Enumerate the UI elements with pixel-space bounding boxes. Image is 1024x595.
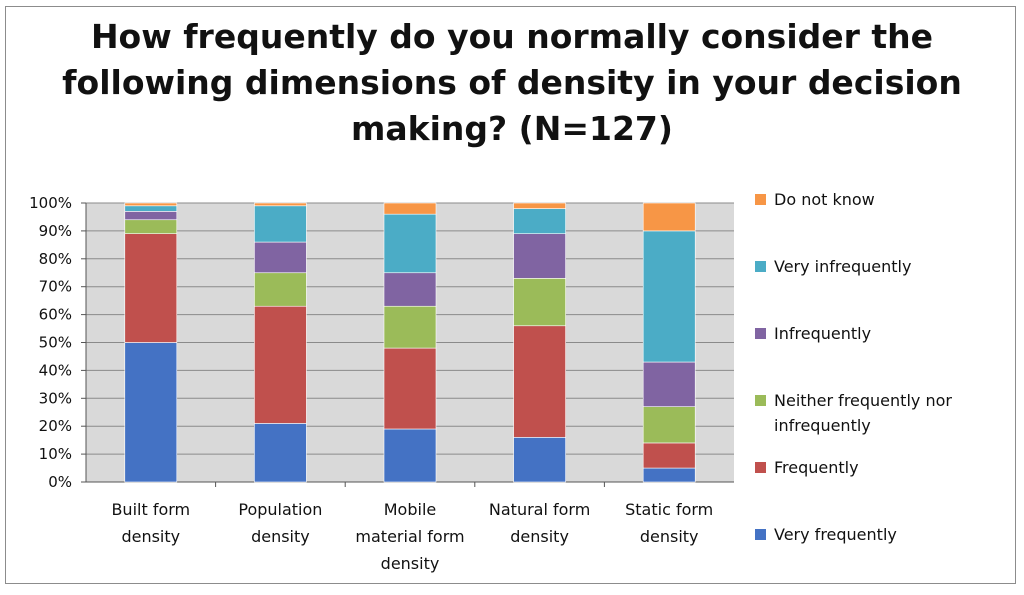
bar-segment-do-not-know bbox=[642, 202, 696, 232]
x-category-label: Static form bbox=[625, 500, 713, 519]
bar-segment-infrequently bbox=[513, 233, 566, 279]
y-tick-label: 20% bbox=[39, 417, 72, 435]
x-category-label: density bbox=[251, 527, 310, 546]
x-category-label: material form bbox=[355, 527, 464, 546]
y-tick-label: 70% bbox=[39, 278, 72, 296]
bar-segment-frequently bbox=[124, 233, 178, 343]
legend-swatch bbox=[755, 261, 766, 272]
legend-label: Very frequently bbox=[774, 525, 897, 544]
legend-label: Do not know bbox=[774, 190, 875, 209]
bar-segment-very-frequently bbox=[254, 423, 307, 483]
y-tick-label: 100% bbox=[29, 194, 72, 212]
y-tick-label: 30% bbox=[39, 389, 72, 407]
bar-segment-very-frequently bbox=[642, 467, 696, 483]
chart-title-line-2: following dimensions of density in your … bbox=[62, 63, 962, 102]
y-tick-label: 0% bbox=[48, 473, 72, 491]
legend-swatch bbox=[755, 462, 766, 473]
bar-segment-very-infrequently bbox=[383, 213, 437, 274]
y-tick-label: 90% bbox=[39, 222, 72, 240]
bar-segment-very-frequently bbox=[513, 437, 566, 483]
y-tick-label: 40% bbox=[39, 361, 72, 379]
legend-label: Neither frequently nor bbox=[774, 391, 952, 410]
legend-swatch bbox=[755, 328, 766, 339]
bar-segment-neither-frequently-nor-infrequently bbox=[513, 278, 566, 327]
x-category-label: Population bbox=[238, 500, 322, 519]
x-category-label: density bbox=[640, 527, 699, 546]
x-category-label: Built form bbox=[111, 500, 190, 519]
bar-segment-frequently bbox=[642, 442, 696, 469]
chart-title-line-3: making? (N=127) bbox=[351, 109, 673, 148]
bar-segment-neither-frequently-nor-infrequently bbox=[254, 272, 307, 307]
bar-segment-very-infrequently bbox=[642, 230, 696, 363]
legend-swatch bbox=[755, 194, 766, 205]
bar-segment-infrequently bbox=[254, 241, 307, 274]
y-tick-label: 60% bbox=[39, 306, 72, 324]
x-category-label: density bbox=[381, 554, 440, 573]
legend-label: Frequently bbox=[774, 458, 859, 477]
bar-segment-infrequently bbox=[124, 211, 178, 221]
bar-segment-frequently bbox=[254, 305, 307, 424]
bar-segment-very-infrequently bbox=[124, 205, 178, 212]
bar-segment-neither-frequently-nor-infrequently bbox=[383, 305, 437, 349]
legend-swatch bbox=[755, 395, 766, 406]
x-category-label: density bbox=[121, 527, 180, 546]
bar-segment-frequently bbox=[383, 347, 437, 430]
bar-segment-do-not-know bbox=[254, 202, 307, 207]
legend-label: Very infrequently bbox=[774, 257, 911, 276]
bar-segment-do-not-know bbox=[124, 202, 178, 207]
y-tick-label: 10% bbox=[39, 445, 72, 463]
bar-segment-infrequently bbox=[383, 272, 437, 307]
bar-segment-very-infrequently bbox=[254, 205, 307, 243]
x-category-label: Natural form bbox=[489, 500, 590, 519]
legend-label: Infrequently bbox=[774, 324, 871, 343]
bar-segment-do-not-know bbox=[383, 202, 437, 215]
y-tick-label: 50% bbox=[39, 334, 72, 352]
chart-title: How frequently do you normally consider … bbox=[12, 14, 1012, 152]
bar-segment-neither-frequently-nor-infrequently bbox=[124, 219, 178, 234]
bar-segment-infrequently bbox=[642, 361, 696, 407]
y-tick-label: 80% bbox=[39, 250, 72, 268]
chart-title-line-1: How frequently do you normally consider … bbox=[90, 17, 934, 56]
bar-segment-frequently bbox=[513, 325, 566, 438]
x-category-label: Mobile bbox=[384, 500, 436, 519]
x-category-label: density bbox=[510, 527, 569, 546]
bar-segment-very-frequently bbox=[383, 428, 437, 483]
legend-swatch bbox=[755, 529, 766, 540]
legend-label: infrequently bbox=[774, 416, 871, 435]
bar-segment-do-not-know bbox=[513, 202, 566, 209]
bar-segment-very-infrequently bbox=[513, 208, 566, 234]
bar-segment-very-frequently bbox=[124, 342, 178, 483]
bar-segment-neither-frequently-nor-infrequently bbox=[642, 406, 696, 444]
